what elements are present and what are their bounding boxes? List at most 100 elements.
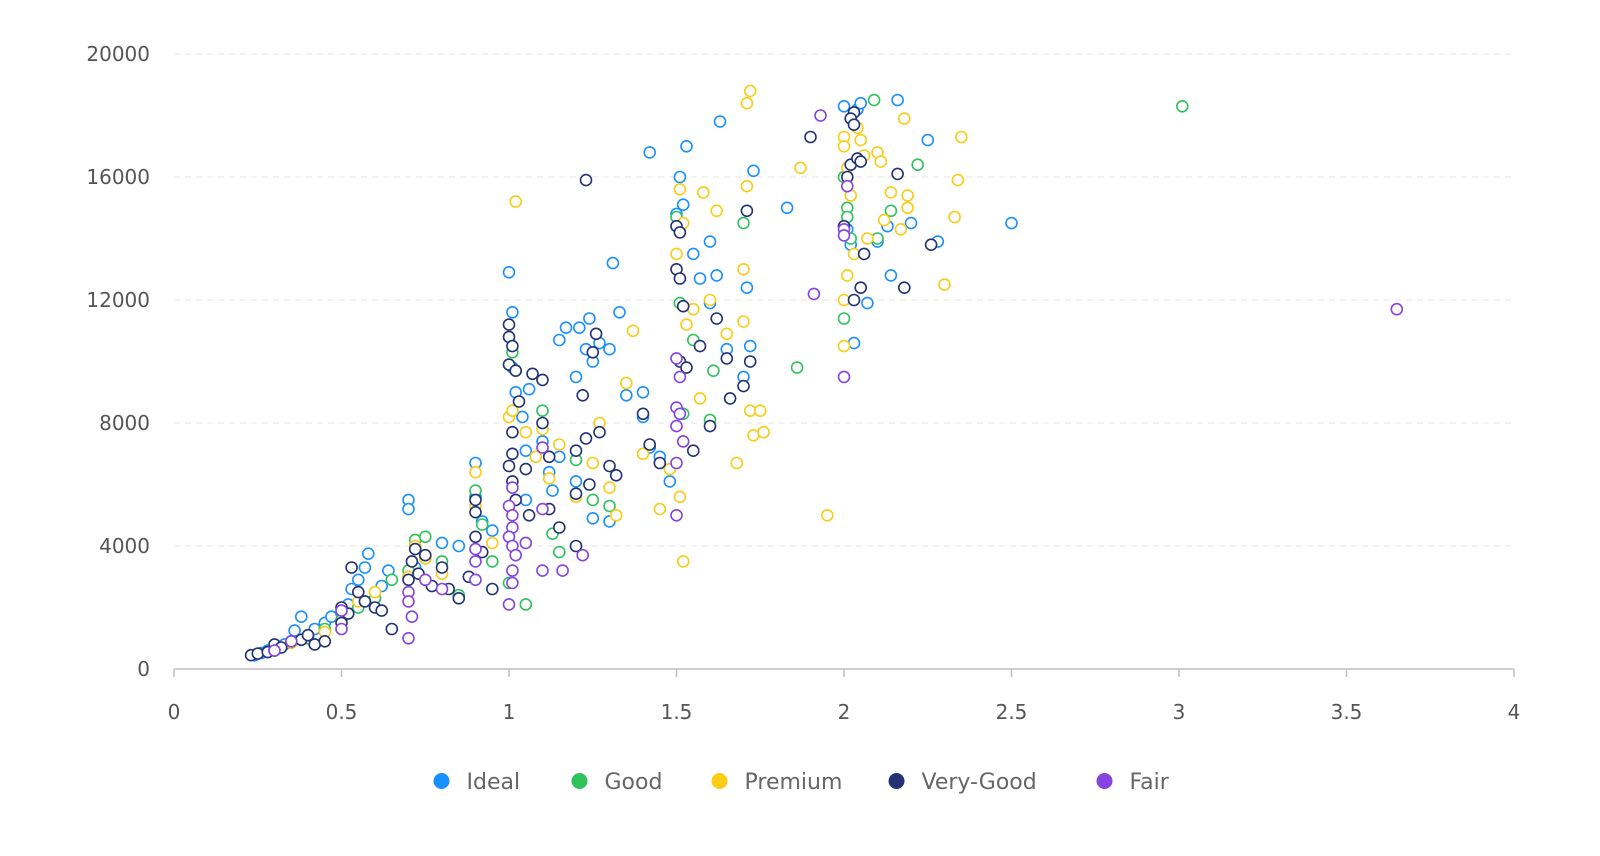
data-point xyxy=(885,187,896,198)
x-tick-label: 3.5 xyxy=(1331,700,1363,724)
axes xyxy=(174,669,1514,677)
data-point xyxy=(336,624,347,635)
data-point xyxy=(537,442,548,453)
data-point xyxy=(671,421,682,432)
data-point xyxy=(286,636,297,647)
data-point xyxy=(507,341,518,352)
data-point xyxy=(644,439,655,450)
data-point xyxy=(403,633,414,644)
data-point xyxy=(607,258,618,269)
data-point xyxy=(507,577,518,588)
data-point xyxy=(674,227,685,238)
data-point xyxy=(705,236,716,247)
data-point xyxy=(487,556,498,567)
data-point xyxy=(664,476,675,487)
data-point xyxy=(738,218,749,229)
data-point xyxy=(504,461,515,472)
data-point xyxy=(745,356,756,367)
data-point xyxy=(839,230,850,241)
y-tick-label: 8000 xyxy=(99,411,150,435)
data-point xyxy=(621,390,632,401)
legend-item-very-good[interactable]: Very-Good xyxy=(889,770,1037,795)
data-point xyxy=(611,470,622,481)
data-point xyxy=(557,565,568,576)
data-point xyxy=(584,313,595,324)
data-point xyxy=(587,513,598,524)
data-point xyxy=(855,156,866,167)
data-point xyxy=(731,458,742,469)
x-tick-label: 0.5 xyxy=(326,700,358,724)
data-point xyxy=(808,288,819,299)
data-point xyxy=(470,467,481,478)
data-point xyxy=(574,322,585,333)
data-point xyxy=(839,313,850,324)
data-point xyxy=(674,408,685,419)
data-point xyxy=(520,427,531,438)
data-point xyxy=(952,175,963,186)
x-tick-label: 0 xyxy=(168,700,181,724)
data-point xyxy=(738,316,749,327)
data-point xyxy=(855,135,866,146)
data-point xyxy=(537,405,548,416)
data-point xyxy=(855,282,866,293)
series-premium xyxy=(269,85,967,653)
x-tick-label: 2.5 xyxy=(996,700,1028,724)
data-point xyxy=(584,479,595,490)
data-point xyxy=(902,202,913,213)
data-point xyxy=(678,301,689,312)
legend-item-ideal[interactable]: Ideal xyxy=(434,770,521,795)
data-point xyxy=(504,267,515,278)
data-point xyxy=(537,418,548,429)
series-very-good xyxy=(246,107,937,661)
data-point xyxy=(741,181,752,192)
data-point xyxy=(520,599,531,610)
legend-label: Good xyxy=(605,770,663,795)
data-point xyxy=(420,550,431,561)
data-point xyxy=(695,393,706,404)
data-point xyxy=(674,273,685,284)
series-ideal xyxy=(249,95,1017,661)
data-point xyxy=(822,510,833,521)
data-point xyxy=(805,132,816,143)
data-point xyxy=(1006,218,1017,229)
data-point xyxy=(782,202,793,213)
data-point xyxy=(1391,304,1402,315)
data-point xyxy=(544,473,555,484)
data-point xyxy=(721,328,732,339)
legend-marker xyxy=(712,773,728,789)
data-point xyxy=(370,587,381,598)
data-point xyxy=(899,282,910,293)
data-point xyxy=(269,645,280,656)
legend-marker xyxy=(434,773,450,789)
data-point xyxy=(839,341,850,352)
data-point xyxy=(956,132,967,143)
data-point xyxy=(453,541,464,552)
data-point xyxy=(678,199,689,210)
data-point xyxy=(453,593,464,604)
data-point xyxy=(587,458,598,469)
data-point xyxy=(507,510,518,521)
data-point xyxy=(859,248,870,259)
legend-item-premium[interactable]: Premium xyxy=(712,770,843,795)
x-tick-label: 3 xyxy=(1173,700,1186,724)
data-point xyxy=(537,504,548,515)
data-point xyxy=(571,371,582,382)
data-point xyxy=(869,95,880,106)
data-point xyxy=(587,494,598,505)
y-tick-label: 4000 xyxy=(99,534,150,558)
data-point xyxy=(537,565,548,576)
data-point xyxy=(758,427,769,438)
data-point xyxy=(510,196,521,207)
data-point xyxy=(711,205,722,216)
data-point xyxy=(403,574,414,585)
data-point xyxy=(524,510,535,521)
data-point xyxy=(741,205,752,216)
data-point xyxy=(614,307,625,318)
data-point xyxy=(678,556,689,567)
data-point xyxy=(688,445,699,456)
data-point xyxy=(470,507,481,518)
legend-item-good[interactable]: Good xyxy=(572,770,663,795)
legend-label: Fair xyxy=(1130,770,1170,795)
legend-item-fair[interactable]: Fair xyxy=(1097,770,1170,795)
